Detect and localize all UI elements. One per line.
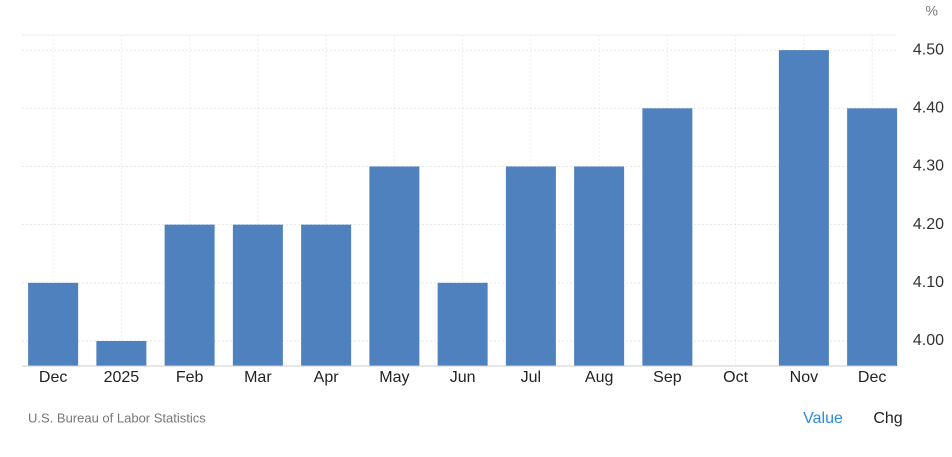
x-tick-label: Aug <box>585 369 613 386</box>
y-tick-label: 4.20 <box>913 216 944 233</box>
chg-button[interactable]: Chg <box>873 410 902 427</box>
x-tick-label: May <box>379 369 409 386</box>
bar <box>164 224 215 366</box>
x-tick-label: Nov <box>790 369 818 386</box>
x-tick-label: 2025 <box>104 369 140 386</box>
bar <box>437 282 488 366</box>
x-tick-label: Feb <box>176 369 204 386</box>
x-tick-label: Dec <box>858 369 886 386</box>
x-tick-label: Sep <box>653 369 682 386</box>
y-tick-label: 4.50 <box>913 41 944 58</box>
bar <box>301 224 352 366</box>
y-tick-label: 4.30 <box>913 158 944 175</box>
bar <box>847 108 898 367</box>
source-label: U.S. Bureau of Labor Statistics <box>28 410 206 425</box>
x-tick-label: Jul <box>521 369 541 386</box>
x-tick-label: Oct <box>723 369 748 386</box>
bar <box>642 108 693 367</box>
bar <box>778 50 829 366</box>
y-tick-label: 4.00 <box>913 332 944 349</box>
bar <box>232 224 283 366</box>
x-tick-label: Dec <box>39 369 67 386</box>
x-tick-label: Jun <box>450 369 476 386</box>
y-tick-label: 4.40 <box>913 100 944 117</box>
value-button[interactable]: Value <box>803 410 843 427</box>
bar <box>369 166 420 366</box>
x-tick-label: Apr <box>314 369 340 386</box>
bar <box>96 340 147 366</box>
bar <box>505 166 556 366</box>
bar <box>28 282 79 366</box>
bar <box>574 166 625 366</box>
y-tick-label: 4.10 <box>913 274 944 291</box>
x-tick-label: Mar <box>244 369 272 386</box>
unit-label: % <box>926 3 938 19</box>
